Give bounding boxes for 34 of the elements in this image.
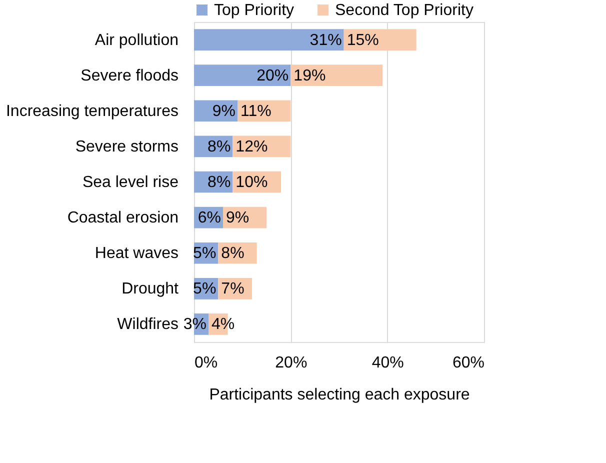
y-tick-label: Heat waves [94,245,178,262]
data-label: 10% [236,174,268,191]
y-tick-label: Sea level rise [82,174,179,191]
data-label: 11% [240,102,272,120]
y-tick-label: Increasing temperatures [6,102,178,120]
data-label: 8% [221,245,244,262]
data-label: 15% [346,32,379,49]
data-label: 4% [212,316,235,334]
data-label: 12% [236,138,268,156]
y-tick-label: Severe storms [75,138,178,156]
data-label: 5% [193,280,216,298]
data-label: 7% [221,280,244,298]
x-tick-label: 60% [452,354,484,372]
legend-label: Second Top Priority [335,2,474,19]
y-tick-label: Wildfires [117,316,178,334]
x-tick-label: 0% [194,354,218,372]
y-tick-label: Coastal erosion [67,210,178,227]
data-label: 8% [208,174,231,191]
data-label: 20% [256,67,289,84]
y-tick-label: Air pollution [94,32,178,49]
x-tick-label: 20% [275,354,308,372]
data-label: 6% [198,210,221,227]
x-axis-title: Participants selecting each exposure [209,386,470,404]
data-label: 31% [310,32,342,49]
y-tick-label: Drought [122,280,180,298]
data-label: 5% [193,245,216,262]
y-tick-label: Severe floods [80,67,178,84]
x-tick-label: 40% [372,354,404,372]
legend-label: Top Priority [214,2,294,19]
data-label: 8% [208,138,231,156]
data-label: 9% [226,210,250,227]
data-label: 9% [212,102,236,120]
data-label: 19% [294,67,326,84]
data-label: 3% [183,316,206,334]
